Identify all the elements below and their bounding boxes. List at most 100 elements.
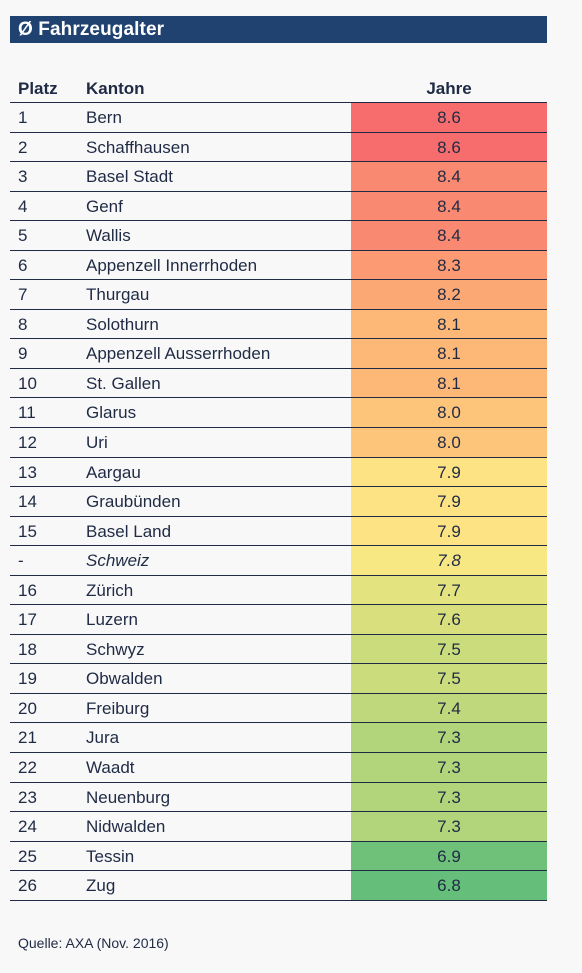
table-header: Platz Kanton Jahre bbox=[10, 78, 547, 103]
cell-kanton: Luzern bbox=[86, 610, 138, 630]
cell-kanton: Zug bbox=[86, 876, 116, 896]
cell-jahre: 7.3 bbox=[351, 723, 547, 753]
cell-platz: 12 bbox=[18, 433, 37, 453]
cell-platz: 16 bbox=[18, 580, 37, 600]
table-row: 10 St. Gallen 8.1 bbox=[10, 368, 547, 399]
cell-kanton: Basel Stadt bbox=[86, 167, 173, 187]
cell-kanton: Schweiz bbox=[86, 551, 150, 571]
cell-jahre: 8.6 bbox=[351, 132, 547, 162]
table-row: 25 Tessin 6.9 bbox=[10, 841, 547, 872]
table-row: 9 Appenzell Ausserrhoden 8.1 bbox=[10, 339, 547, 369]
cell-jahre: 7.3 bbox=[351, 782, 547, 812]
cell-jahre: 6.8 bbox=[351, 871, 547, 900]
cell-kanton: Neuenburg bbox=[86, 787, 171, 807]
cell-kanton: Basel Land bbox=[86, 521, 172, 541]
cell-kanton: Aargau bbox=[86, 462, 141, 482]
cell-platz: 14 bbox=[18, 492, 37, 512]
cell-platz: 18 bbox=[18, 639, 37, 659]
cell-kanton: Jura bbox=[86, 728, 120, 748]
cell-jahre: 7.9 bbox=[351, 457, 547, 487]
table-row: 14 Graubünden 7.9 bbox=[10, 487, 547, 517]
cell-jahre: 6.9 bbox=[351, 841, 547, 871]
cell-jahre: 7.8 bbox=[351, 546, 547, 575]
cell-platz: 8 bbox=[18, 314, 28, 334]
cell-jahre: 7.6 bbox=[351, 605, 547, 634]
table-row: 16 Zürich 7.7 bbox=[10, 575, 547, 606]
cell-jahre: 8.3 bbox=[351, 250, 547, 280]
table-row: 5 Wallis 8.4 bbox=[10, 221, 547, 251]
cell-kanton: Genf bbox=[86, 196, 123, 216]
table-row: 12 Uri 8.0 bbox=[10, 428, 547, 458]
cell-kanton: Wallis bbox=[86, 226, 131, 246]
header-jahre: Jahre bbox=[426, 79, 472, 98]
cell-platz: 15 bbox=[18, 521, 37, 541]
header-platz: Platz bbox=[18, 79, 58, 98]
table-row: 19 Obwalden 7.5 bbox=[10, 664, 547, 694]
cell-kanton: Schwyz bbox=[86, 639, 145, 659]
cell-platz: 1 bbox=[18, 108, 28, 127]
table-row: 11 Glarus 8.0 bbox=[10, 398, 547, 429]
table-row: 7 Thurgau 8.2 bbox=[10, 280, 547, 310]
cell-jahre: 7.9 bbox=[351, 516, 547, 546]
table-row: 20 Freiburg 7.4 bbox=[10, 693, 547, 724]
table-body: 1 Bern 8.6 2 Schaffhausen 8.6 3 Basel Stadt 8.4 4… bbox=[10, 103, 547, 901]
cell-jahre: 8.1 bbox=[351, 339, 547, 368]
cell-jahre: 8.4 bbox=[351, 162, 547, 191]
cell-platz: 9 bbox=[18, 344, 28, 364]
cell-kanton: Freiburg bbox=[86, 698, 150, 718]
cell-platz: 19 bbox=[18, 669, 37, 689]
cell-platz: 21 bbox=[18, 728, 37, 748]
table-row: 18 Schwyz 7.5 bbox=[10, 634, 547, 665]
cell-jahre: 8.0 bbox=[351, 398, 547, 428]
cell-platz: 22 bbox=[18, 758, 37, 778]
cell-jahre: 8.1 bbox=[351, 368, 547, 398]
cell-jahre: 8.4 bbox=[351, 221, 547, 250]
cell-jahre: 7.7 bbox=[351, 575, 547, 605]
cell-kanton: Nidwalden bbox=[86, 817, 166, 837]
cell-jahre: 7.5 bbox=[351, 634, 547, 664]
cell-platz: 10 bbox=[18, 373, 37, 393]
cell-kanton: St. Gallen bbox=[86, 373, 161, 393]
table-row: 15 Basel Land 7.9 bbox=[10, 516, 547, 547]
cell-jahre: 7.3 bbox=[351, 753, 547, 782]
cell-platz: 7 bbox=[18, 285, 28, 305]
cell-platz: 4 bbox=[18, 196, 28, 216]
table-row: 3 Basel Stadt 8.4 bbox=[10, 162, 547, 192]
cell-jahre: 7.5 bbox=[351, 664, 547, 693]
cell-platz: 5 bbox=[18, 226, 28, 246]
cell-kanton: Bern bbox=[86, 108, 122, 127]
table-row: 17 Luzern 7.6 bbox=[10, 605, 547, 635]
table-row: 24 Nidwalden 7.3 bbox=[10, 812, 547, 842]
cell-jahre: 8.1 bbox=[351, 309, 547, 339]
cell-jahre: 7.9 bbox=[351, 487, 547, 516]
cell-platz: 25 bbox=[18, 846, 37, 866]
source-note: Quelle: AXA (Nov. 2016) bbox=[18, 935, 169, 951]
cell-kanton: Solothurn bbox=[86, 314, 159, 334]
cell-platz: 26 bbox=[18, 876, 37, 896]
cell-platz: 17 bbox=[18, 610, 37, 630]
cell-jahre: 8.2 bbox=[351, 280, 547, 309]
table-row: 4 Genf 8.4 bbox=[10, 191, 547, 222]
cell-jahre: 7.4 bbox=[351, 693, 547, 723]
table-row: 22 Waadt 7.3 bbox=[10, 753, 547, 783]
cell-jahre: 8.6 bbox=[351, 103, 547, 132]
cell-platz: 24 bbox=[18, 817, 37, 837]
cell-jahre: 7.3 bbox=[351, 812, 547, 841]
cell-platz: 6 bbox=[18, 255, 28, 275]
table-row: 21 Jura 7.3 bbox=[10, 723, 547, 754]
cell-kanton: Appenzell Ausserrhoden bbox=[86, 344, 271, 364]
cell-platz: 23 bbox=[18, 787, 37, 807]
cell-kanton: Waadt bbox=[86, 758, 135, 778]
table-row: 6 Appenzell Innerrhoden 8.3 bbox=[10, 250, 547, 281]
cell-kanton: Schaffhausen bbox=[86, 137, 190, 157]
cell-jahre: 8.0 bbox=[351, 428, 547, 457]
cell-jahre: 8.4 bbox=[351, 191, 547, 221]
table-row: - Schweiz 7.8 bbox=[10, 546, 547, 576]
header-kanton: Kanton bbox=[86, 79, 145, 98]
cell-platz: 3 bbox=[18, 167, 28, 187]
cell-kanton: Appenzell Innerrhoden bbox=[86, 255, 258, 275]
cell-platz: 2 bbox=[18, 137, 28, 157]
cell-kanton: Zürich bbox=[86, 580, 134, 600]
cell-platz: - bbox=[18, 551, 24, 571]
table-row: 26 Zug 6.8 bbox=[10, 871, 547, 901]
